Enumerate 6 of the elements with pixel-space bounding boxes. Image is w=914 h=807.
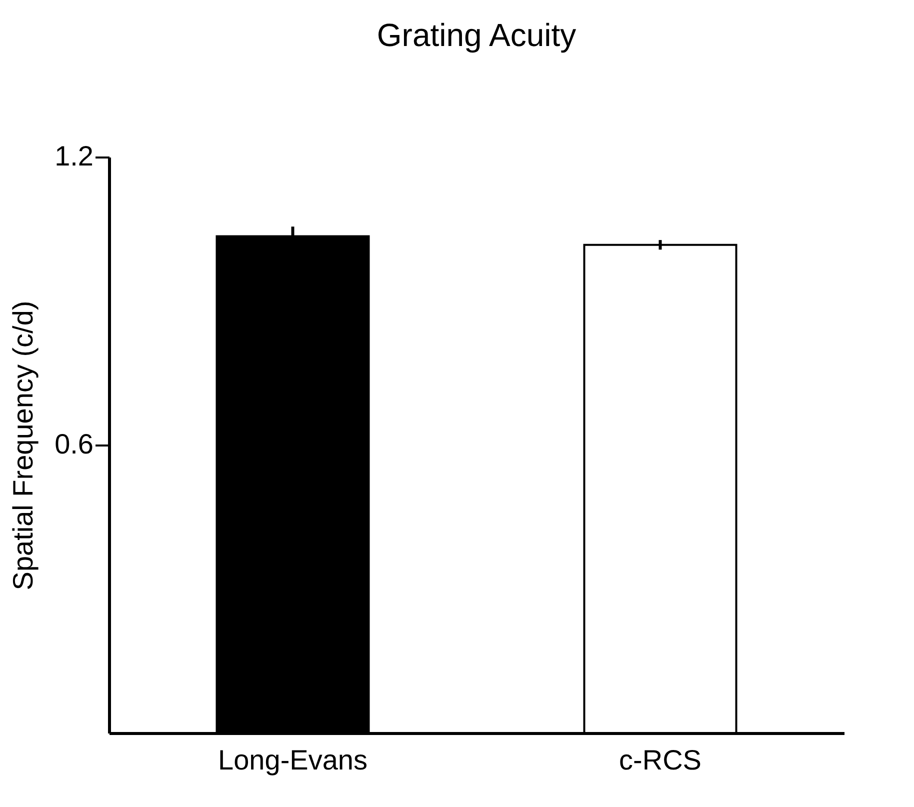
y-tick-label: 0.6 — [54, 428, 94, 460]
x-tick-label: Long-Evans — [218, 744, 368, 776]
chart-title: Grating Acuity — [376, 17, 576, 53]
y-tick-label: 1.2 — [54, 140, 94, 172]
y-axis-title: Spatial Frequency (c/d) — [8, 300, 39, 590]
x-tick-label: c-RCS — [619, 744, 702, 776]
